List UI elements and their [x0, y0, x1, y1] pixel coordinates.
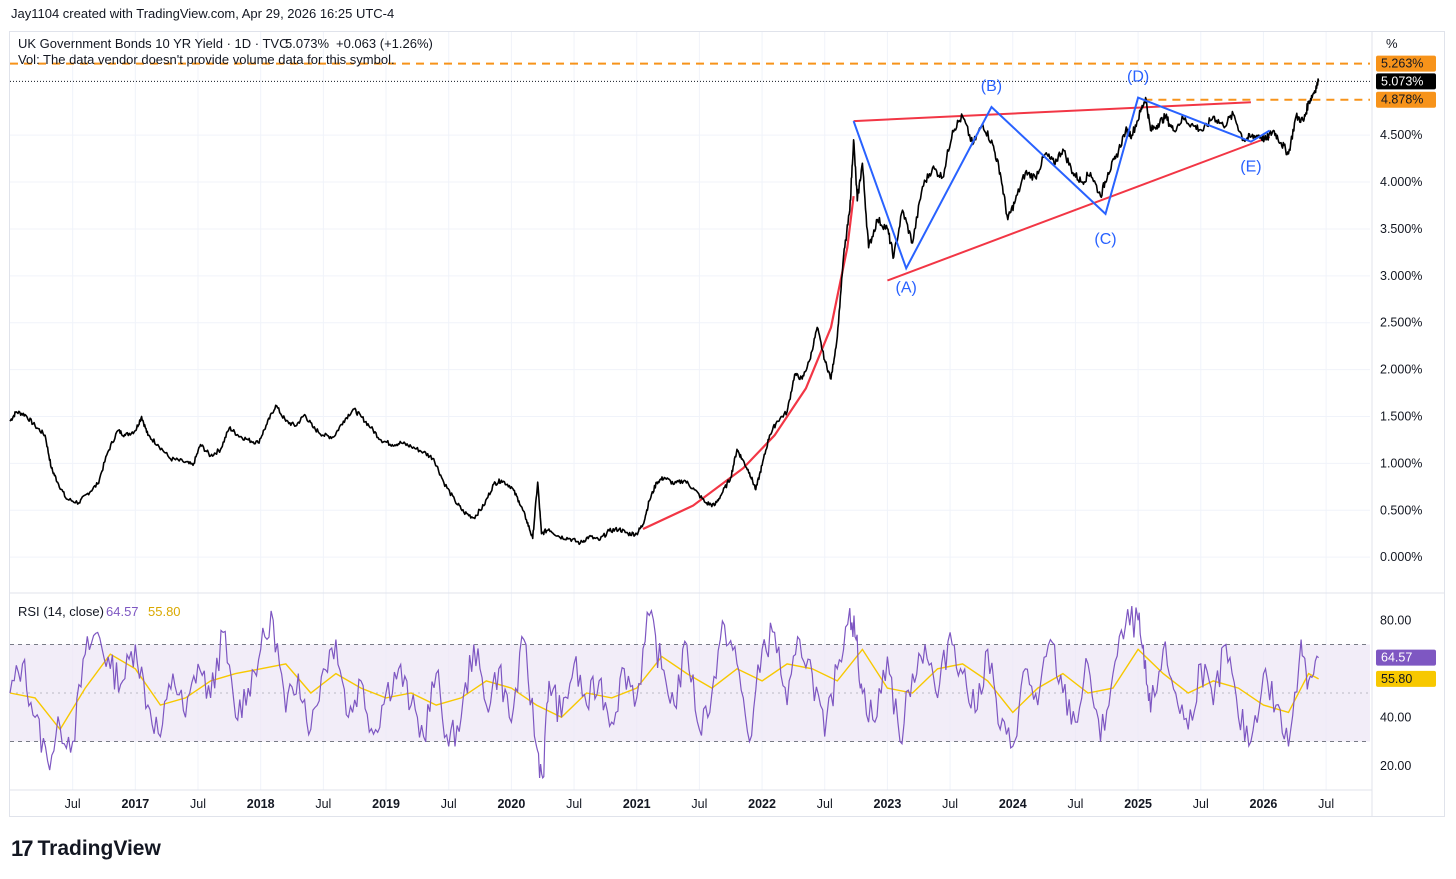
price-tick-label: 3.000% — [1380, 269, 1422, 283]
wave-label: (A) — [896, 279, 917, 296]
price-tick-label: 1.000% — [1380, 456, 1422, 470]
price-layer — [9, 78, 1320, 546]
time-tick-label: 2025 — [1124, 797, 1152, 811]
time-tick-label: 2024 — [999, 797, 1027, 811]
level-high-badge-label: 5.263% — [1381, 57, 1423, 71]
time-tick-label: Jul — [817, 797, 833, 811]
time-tick-label: Jul — [942, 797, 958, 811]
rsi-line — [9, 605, 1319, 780]
tradingview-logo-icon: 17 — [11, 836, 34, 861]
time-tick-label: Jul — [441, 797, 457, 811]
time-tick-label: 2017 — [121, 797, 149, 811]
time-tick-label: 2018 — [247, 797, 275, 811]
time-tick-label: 2026 — [1250, 797, 1278, 811]
time-tick-label: Jul — [566, 797, 582, 811]
rsi-tick-label: 80.00 — [1380, 613, 1411, 627]
last-value-text: 5.073% — [285, 36, 330, 51]
level-layer — [10, 62, 1370, 101]
price-tick-label: 2.500% — [1380, 316, 1422, 330]
price-tick-label: 4.500% — [1380, 128, 1422, 142]
time-tick-label: Jul — [691, 797, 707, 811]
time-tick-label: Jul — [1318, 797, 1334, 811]
wave-label: (B) — [981, 78, 1002, 95]
wave-path — [852, 96, 1271, 271]
rsi-layer — [9, 605, 1319, 780]
wave-label: (C) — [1094, 231, 1116, 248]
rsi-ma-value-badge — [1376, 670, 1436, 687]
time-tick-label: 2020 — [497, 797, 525, 811]
price-tick-label: 2.000% — [1380, 363, 1422, 377]
time-tick-label: 2023 — [874, 797, 902, 811]
chart-title: UK Government Bonds 10 YR Yield · 1D · T… — [18, 36, 288, 51]
trend-layer — [642, 101, 1271, 530]
wave-label: (D) — [1127, 69, 1149, 86]
triangle-lower-line — [887, 136, 1271, 282]
unit-label: % — [1386, 36, 1398, 51]
time-tick-label: 2021 — [623, 797, 651, 811]
chart-credit: Jay1104 created with TradingView.com, Ap… — [11, 6, 395, 21]
triangle-upper-line — [853, 101, 1251, 123]
wave-layer: (A) (B) (C) (D) (E) — [852, 69, 1271, 296]
rsi-ma-legend-value: 55.80 — [148, 604, 181, 619]
time-tick-label: 2019 — [372, 797, 400, 811]
price-series-line — [9, 78, 1320, 546]
footer-brand: 17 TradingView — [11, 836, 161, 862]
rsi-value-badge-label: 64.57 — [1381, 651, 1412, 665]
chart-frame — [9, 31, 1445, 817]
time-tick-label: Jul — [315, 797, 331, 811]
last-price-badge-label: 5.073% — [1381, 74, 1423, 88]
rsi-ma-value-badge-label: 55.80 — [1381, 672, 1412, 686]
price-tick-label: 0.500% — [1380, 503, 1422, 517]
axis-layer: 0.000% 0.500% 1.000% 1.500% 2.000% 2.500% 3.00… — [65, 128, 1423, 811]
time-tick-label: Jul — [1067, 797, 1083, 811]
time-tick-label: Jul — [65, 797, 81, 811]
brand-name: TradingView — [37, 837, 161, 860]
last-price-badge — [1376, 73, 1436, 90]
rsi-tick-label: 20.00 — [1380, 759, 1411, 773]
rsi-value-badge — [1376, 649, 1436, 666]
rsi-tick-label: 40.00 — [1380, 710, 1411, 724]
change-text: +0.063 (+1.26%) — [336, 36, 433, 51]
price-tick-label: 4.000% — [1380, 175, 1422, 189]
price-tick-label: 3.500% — [1380, 222, 1422, 236]
level-mid-badge — [1376, 91, 1436, 108]
level-high-badge — [1376, 55, 1436, 72]
wave-label: (E) — [1240, 159, 1261, 176]
rsi-title: RSI (14, close) — [18, 604, 104, 619]
trend-curve — [642, 195, 855, 530]
time-tick-label: Jul — [190, 797, 206, 811]
price-tick-label: 1.500% — [1380, 410, 1422, 424]
rsi-legend-value: 64.57 — [106, 604, 139, 619]
badge-layer: 5.263% 5.073% 4.878% 64.57 55.80 — [1376, 55, 1436, 687]
volume-note: Vol: The data vendor doesn't provide vol… — [18, 52, 395, 67]
price-tick-label: 0.000% — [1380, 550, 1422, 564]
time-tick-label: Jul — [1193, 797, 1209, 811]
time-tick-label: 2022 — [748, 797, 776, 811]
rsi-band-layer — [10, 644, 1370, 742]
level-mid-badge-label: 4.878% — [1381, 93, 1423, 107]
